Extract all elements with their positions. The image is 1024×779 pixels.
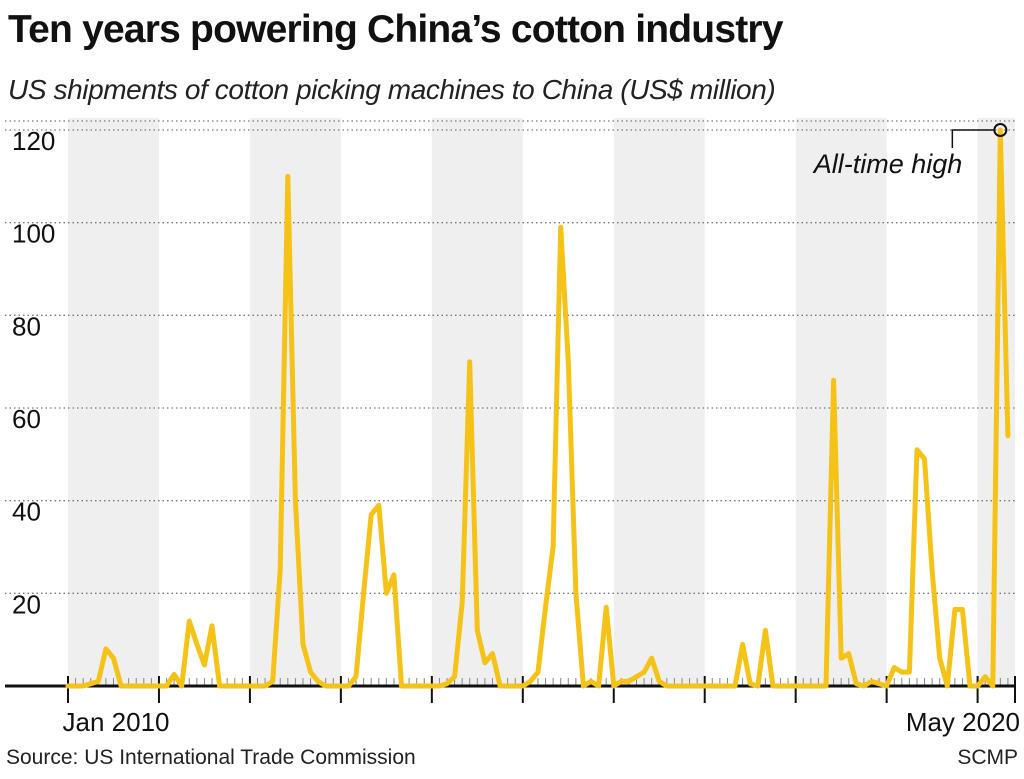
year-bands bbox=[68, 118, 1015, 686]
annotation-all-time-high: All-time high bbox=[812, 123, 1008, 179]
gridlines bbox=[5, 120, 1015, 594]
x-tick-label-end: May 2020 bbox=[906, 707, 1020, 737]
annotation-marker bbox=[993, 123, 1008, 137]
y-tick-label: 80 bbox=[12, 311, 41, 341]
x-tick-label-start: Jan 2010 bbox=[63, 707, 170, 737]
chart-title: Ten years powering China’s cotton indust… bbox=[8, 8, 783, 51]
annotation-label: All-time high bbox=[812, 149, 963, 179]
y-tick-label: 120 bbox=[12, 126, 55, 156]
year-band bbox=[68, 118, 159, 686]
source-note: Source: US International Trade Commissio… bbox=[6, 746, 416, 769]
year-band bbox=[613, 118, 705, 686]
y-tick-label: 40 bbox=[12, 497, 41, 527]
y-tick-label: 60 bbox=[12, 404, 41, 434]
y-tick-label: 100 bbox=[12, 219, 55, 249]
series-line bbox=[65, 127, 1011, 689]
credit: SCMP bbox=[957, 746, 1018, 769]
annotation-leader bbox=[951, 129, 995, 148]
y-axis-ticks: 20 40 60 80 100 120 bbox=[12, 126, 55, 619]
y-tick-label: 20 bbox=[12, 589, 41, 619]
chart-subtitle: US shipments of cotton picking machines … bbox=[8, 74, 776, 105]
